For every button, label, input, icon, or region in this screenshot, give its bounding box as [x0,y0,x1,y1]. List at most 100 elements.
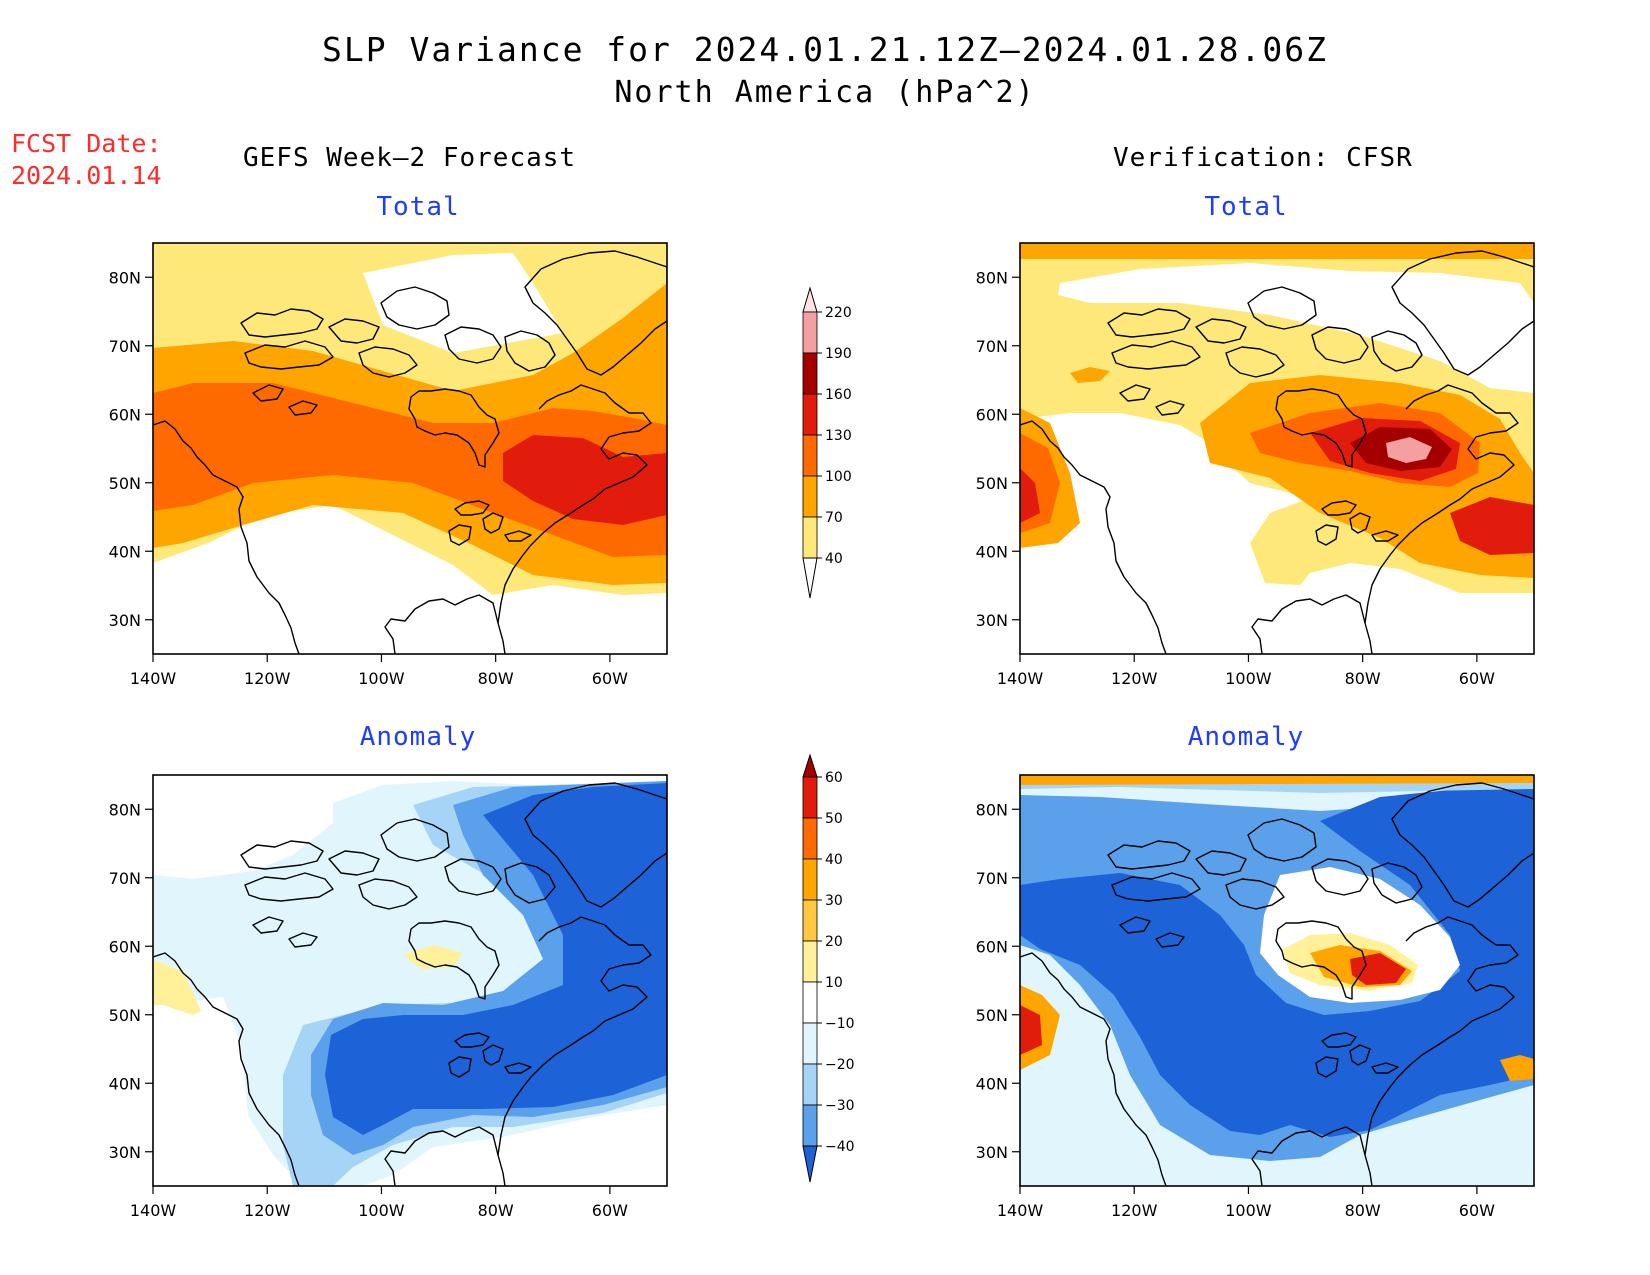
total-colorbar: 40 70 100 130 160 190 220 [802,286,852,599]
forecast-anomaly-map: 80N 70N 60N 50N 40N 30N 140W 120W 100W 80W 60W [109,774,668,1220]
lon-label: 120W [244,1201,291,1220]
lat-label: 60N [976,405,1008,424]
forecast-total-map: 80N 70N 60N 50N 40N 30N 140W 120W 100W 80W 60W [109,242,668,688]
lon-label: 60W [592,669,628,688]
colorbar-label: 40 [825,551,843,567]
colorbar-cap-top [802,753,818,778]
lat-label: 30N [109,611,141,630]
lon-label: 100W [1225,1201,1272,1220]
colorbar-label: −30 [825,1098,855,1114]
map-frame [1019,242,1535,655]
lat-label: 60N [109,405,141,424]
colorbar-label: 30 [825,893,843,909]
contour-fill [1386,437,1432,463]
contour-fill [1450,497,1534,555]
contour-fill [1020,468,1040,523]
colorbar-label: 10 [825,975,843,991]
lat-label: 50N [109,1006,141,1025]
lon-label: 120W [1111,669,1158,688]
lon-label: 120W [244,669,291,688]
lat-label: 70N [109,337,141,356]
lon-label: 80W [478,1201,514,1220]
colorbar-label: −10 [825,1016,855,1032]
contour-fill [173,385,223,413]
colorbar-segment [802,776,818,819]
colorbar-label: 190 [825,346,852,362]
lat-label: 30N [976,611,1008,630]
colorbar-segment [802,817,818,860]
anomaly-colorbar: −40 −30 −20 −10 10 20 30 40 50 60 [802,753,855,1183]
lat-label: 70N [976,869,1008,888]
colorbar-segment [802,393,818,436]
lon-label: 80W [478,669,514,688]
lat-label: 80N [976,800,1008,819]
colorbar-segment [802,981,818,1024]
lon-label: 120W [1111,1201,1158,1220]
lat-label: 80N [976,268,1008,287]
lat-label: 30N [109,1143,141,1162]
colorbar-cap-bottom [802,557,818,599]
forecast-date-value: 2024.01.14 [11,161,162,190]
lat-label: 40N [109,1074,141,1093]
colorbar-segment [802,516,818,559]
colorbar-segment [802,940,818,983]
contour-fill [153,960,201,1015]
lat-label: 40N [976,542,1008,561]
colorbar-segment [802,1104,818,1147]
verification-column-title: Verification: CFSR [1113,143,1413,173]
contour-fill [153,383,667,557]
verification-total-title: Total [1204,192,1288,222]
verification-anomaly-title: Anomaly [1187,722,1305,752]
lon-label: 60W [592,1201,628,1220]
colorbar-label: 20 [825,934,843,950]
map-frame [1019,774,1535,1187]
lon-label: 100W [1225,669,1272,688]
lon-label: 60W [1459,669,1495,688]
contour-fill [403,945,463,969]
colorbar-label: 130 [825,428,852,444]
contour-fill [1070,367,1110,383]
contour-fill [1020,243,1534,261]
lon-label: 140W [997,1201,1044,1220]
chart-title: SLP Variance for 2024.01.21.12Z–2024.01.… [322,30,1328,69]
contour-fill [1020,1005,1042,1055]
lat-label: 40N [109,542,141,561]
chart-subtitle: North America (hPa^2) [614,75,1036,110]
map-frame [152,242,668,655]
lat-label: 50N [976,474,1008,493]
colorbar-label: 220 [825,305,852,321]
contour-fill [325,783,667,1135]
lon-label: 80W [1345,1201,1381,1220]
colorbar-label: 160 [825,387,852,403]
lon-label: 100W [358,1201,405,1220]
verification-anomaly-map: 80N 70N 60N 50N 40N 30N 140W 120W 100W 80W 60W [976,774,1535,1220]
lat-label: 50N [976,1006,1008,1025]
lat-label: 80N [109,268,141,287]
colorbar-segment [802,434,818,477]
colorbar-segment [802,1022,818,1065]
lat-label: 40N [976,1074,1008,1093]
lat-label: 60N [976,937,1008,956]
forecast-column-title: GEFS Week–2 Forecast [243,143,577,173]
lon-label: 80W [1345,669,1381,688]
lat-label: 80N [109,800,141,819]
colorbar-segment [802,311,818,354]
lon-label: 140W [130,1201,177,1220]
forecast-date-label: FCST Date: [11,129,162,158]
colorbar-cap-top [802,286,818,313]
contour-fill [1350,953,1406,985]
lat-label: 60N [109,937,141,956]
colorbar-label: 70 [825,510,843,526]
colorbar-segment [802,899,818,942]
colorbar-label: 60 [825,770,843,786]
map-frame [152,774,668,1187]
contour-fill [1058,263,1534,393]
colorbar-cap-bottom [802,1145,818,1183]
colorbar-segment [802,1063,818,1106]
colorbar-label: 100 [825,469,852,485]
lon-label: 140W [130,669,177,688]
forecast-anomaly-title: Anomaly [359,722,477,752]
contour-fill [1020,775,1534,785]
lon-label: 100W [358,669,405,688]
